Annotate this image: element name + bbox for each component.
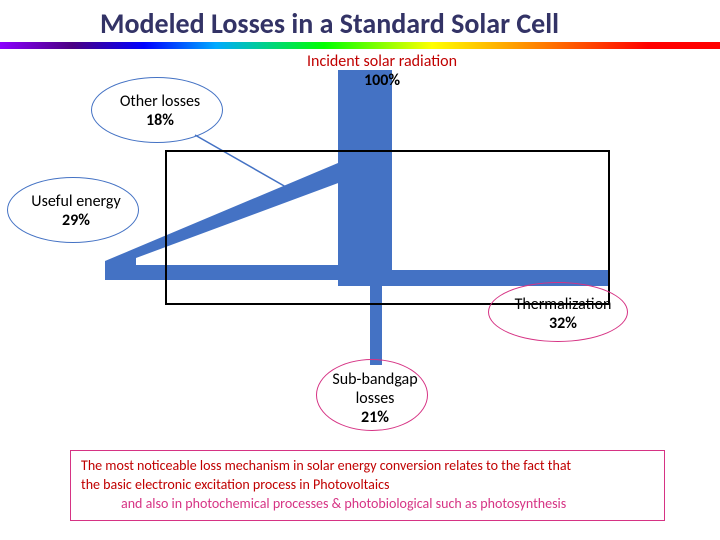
footer-line-1: The most noticeable loss mechanism in so… xyxy=(81,457,654,476)
label-other-pct: 18% xyxy=(115,111,205,130)
label-other-title: Other losses xyxy=(115,92,205,111)
label-incident-pct: 100% xyxy=(282,71,482,90)
label-subbandgap: Sub-bandgap losses 21% xyxy=(330,370,420,427)
label-thermal-title: Thermalization xyxy=(508,295,618,314)
footer-line-2: the basic electronic excitation process … xyxy=(81,476,654,495)
label-incident: Incident solar radiation 100% xyxy=(282,52,482,90)
label-thermalization: Thermalization 32% xyxy=(508,295,618,333)
label-thermal-pct: 32% xyxy=(508,314,618,333)
footer-note: The most noticeable loss mechanism in so… xyxy=(70,450,665,521)
label-incident-title: Incident solar radiation xyxy=(282,52,482,71)
label-useful-pct: 29% xyxy=(28,211,124,230)
label-subbandgap-title2: losses xyxy=(330,389,420,408)
label-other-losses: Other losses 18% xyxy=(115,92,205,130)
label-useful-energy: Useful energy 29% xyxy=(28,192,124,230)
label-subbandgap-title1: Sub-bandgap xyxy=(330,370,420,389)
label-useful-title: Useful energy xyxy=(28,192,124,211)
footer-line-3: and also in photochemical processes & ph… xyxy=(81,495,654,514)
label-subbandgap-pct: 21% xyxy=(330,408,420,427)
